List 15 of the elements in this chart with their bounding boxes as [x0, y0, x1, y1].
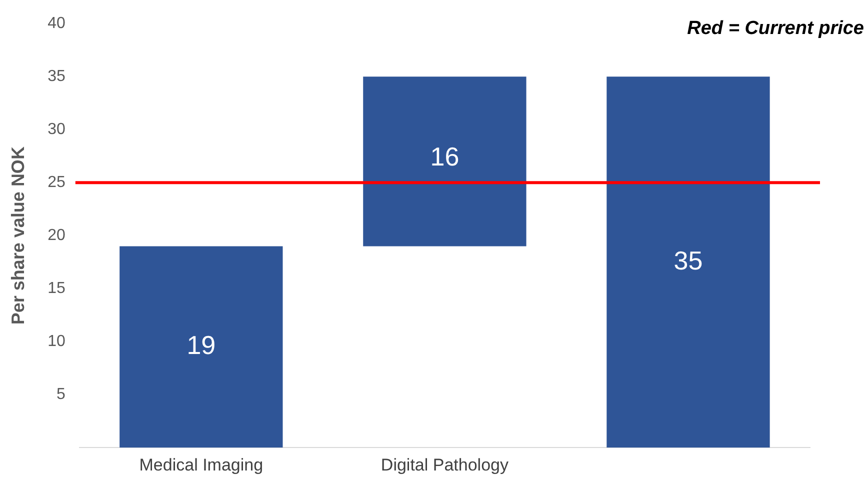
x-tick-label: Medical Imaging — [139, 455, 264, 474]
y-tick-label: 20 — [48, 227, 66, 244]
y-tick-label: 10 — [48, 333, 66, 350]
y-tick-label: 35 — [48, 68, 66, 86]
y-tick-label: 5 — [56, 386, 66, 404]
x-tick-label: Digital Pathology — [380, 455, 509, 474]
y-tick-label: 40 — [48, 15, 66, 32]
y-tick-label: 30 — [48, 121, 66, 138]
data-label: 19 — [186, 330, 216, 360]
annotation: Red = Current price — [687, 18, 864, 40]
y-tick-label: 25 — [48, 174, 66, 192]
data-label: 35 — [674, 245, 703, 276]
data-label: 16 — [430, 142, 460, 172]
y-axis-title: Per share value NOK — [8, 146, 28, 325]
y-tick-label: 15 — [48, 280, 66, 298]
